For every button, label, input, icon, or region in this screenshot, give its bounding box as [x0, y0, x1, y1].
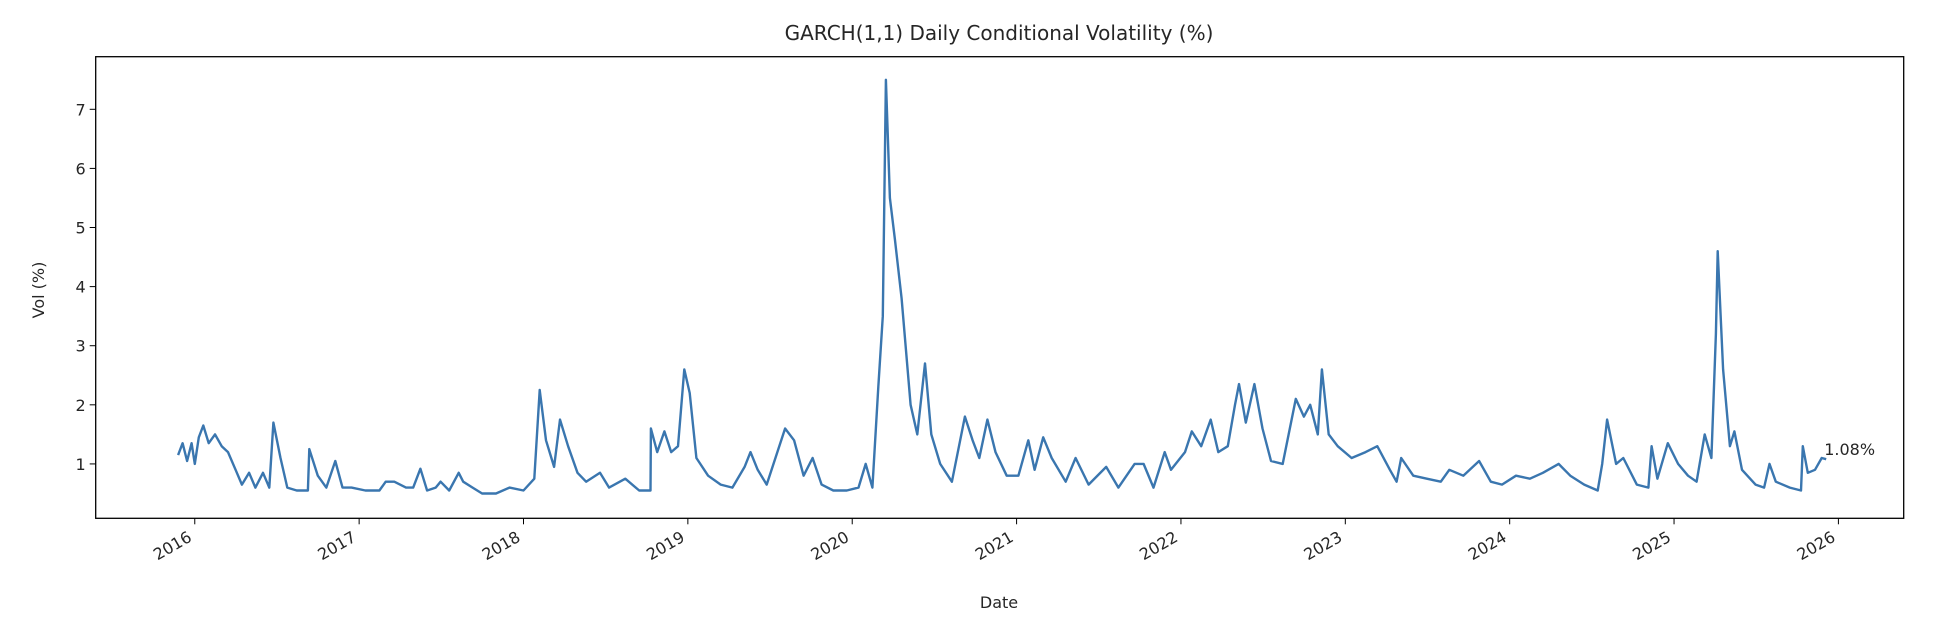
- x-tick-label: 2026: [1794, 527, 1839, 564]
- y-tick-label: 6: [76, 159, 86, 178]
- last-value-annotation: 1.08%: [1824, 440, 1875, 459]
- axis-ticks: 2016 2017 2018 2019 2020 2021 2022 2023 2024 2025…: [76, 100, 1839, 564]
- volatility-series-line: [176, 78, 1827, 495]
- chart-title: GARCH(1,1) Daily Conditional Volatility …: [785, 21, 1214, 45]
- y-tick-label: 4: [76, 278, 86, 297]
- x-axis-label: Date: [980, 593, 1018, 612]
- y-tick-label: 3: [76, 337, 86, 356]
- x-tick-label: 2024: [1465, 527, 1510, 564]
- x-tick-label: 2021: [972, 527, 1017, 564]
- y-tick-label: 1: [76, 455, 86, 474]
- x-tick-label: 2020: [807, 527, 852, 564]
- y-axis-label: Vol (%): [29, 262, 48, 319]
- y-tick-label: 5: [76, 219, 86, 238]
- x-tick-label: 2017: [314, 527, 359, 564]
- x-tick-label: 2018: [479, 527, 524, 564]
- x-tick-label: 2022: [1136, 527, 1181, 564]
- x-tick-label: 2025: [1629, 527, 1674, 564]
- y-tick-label: 7: [76, 100, 86, 119]
- plot-frame: [95, 56, 1905, 519]
- x-tick-label: 2023: [1301, 527, 1346, 564]
- x-tick-label: 2019: [643, 527, 688, 564]
- y-tick-label: 2: [76, 396, 86, 415]
- x-tick-label: 2016: [150, 527, 195, 564]
